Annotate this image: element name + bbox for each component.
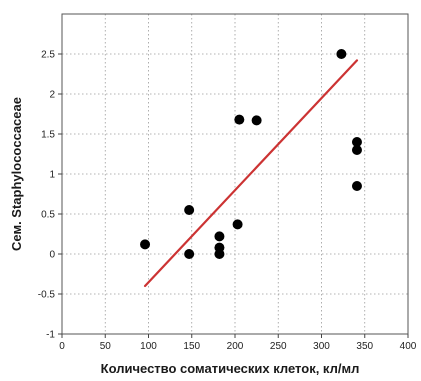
y-tick-label-2: 0 [49,250,55,261]
trend-line [143,59,359,288]
x-tick-label-6: 300 [313,341,330,352]
data-point-2 [184,205,195,215]
y-tick-label-7: 2.5 [41,50,55,61]
x-tick-label-4: 200 [227,341,244,352]
y-tick-label-3: 0.5 [41,210,55,221]
data-point-4 [214,242,225,253]
x-tick-label-0: 0 [59,341,65,352]
data-point-11 [351,145,362,155]
data-point-8 [251,115,262,126]
y-tick-label-5: 1.5 [41,130,55,141]
data-point-10 [351,137,362,147]
x-tick-label-1: 50 [100,341,112,352]
x-tick-label-2: 100 [140,341,157,352]
data-point-1 [184,249,195,259]
x-tick-label-3: 150 [183,341,200,352]
x-tick-label-8: 400 [400,341,417,352]
y-axis-label: Сем. Staphylococcaceae [9,97,24,251]
data-points [140,49,362,259]
data-point-5 [214,231,225,242]
x-tick-label-7: 350 [356,341,373,352]
data-point-0 [140,239,151,250]
x-tick-label-5: 250 [270,341,287,352]
grid-lines [62,14,408,334]
x-axis-label: Количество соматических клеток, кл/мл [101,361,360,376]
y-tick-label-4: 1 [49,170,55,181]
data-point-6 [232,219,243,230]
data-point-9 [336,49,347,59]
data-point-12 [351,181,362,191]
y-tick-label-6: 2 [49,90,55,101]
y-tick-label-0: -1 [46,330,55,341]
trend-line-layer [143,59,359,288]
axis-ticks: 0 50 100 150 200 250 300 350 400 -1 -0.5 0 0.5 1 1.5 2 2… [38,50,417,353]
data-point-7 [234,114,245,125]
y-tick-label-1: -0.5 [38,290,56,301]
